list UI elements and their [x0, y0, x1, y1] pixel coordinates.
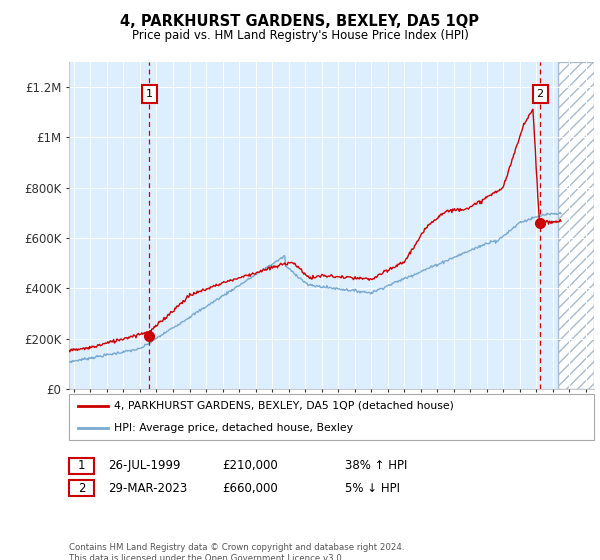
Text: 2: 2 — [536, 90, 544, 99]
Text: 5% ↓ HPI: 5% ↓ HPI — [345, 482, 400, 495]
Text: 38% ↑ HPI: 38% ↑ HPI — [345, 459, 407, 473]
Text: 1: 1 — [146, 90, 153, 99]
Text: £660,000: £660,000 — [222, 482, 278, 495]
Text: HPI: Average price, detached house, Bexley: HPI: Average price, detached house, Bexl… — [114, 423, 353, 433]
Text: 29-MAR-2023: 29-MAR-2023 — [108, 482, 187, 495]
Text: 4, PARKHURST GARDENS, BEXLEY, DA5 1QP (detached house): 4, PARKHURST GARDENS, BEXLEY, DA5 1QP (d… — [114, 400, 454, 410]
Text: 2: 2 — [78, 482, 85, 495]
Bar — [557, 62, 594, 389]
Text: 26-JUL-1999: 26-JUL-1999 — [108, 459, 181, 473]
Text: 1: 1 — [78, 459, 85, 473]
Text: £210,000: £210,000 — [222, 459, 278, 473]
Text: Price paid vs. HM Land Registry's House Price Index (HPI): Price paid vs. HM Land Registry's House … — [131, 29, 469, 42]
Text: 4, PARKHURST GARDENS, BEXLEY, DA5 1QP: 4, PARKHURST GARDENS, BEXLEY, DA5 1QP — [121, 14, 479, 29]
Text: Contains HM Land Registry data © Crown copyright and database right 2024.
This d: Contains HM Land Registry data © Crown c… — [69, 543, 404, 560]
